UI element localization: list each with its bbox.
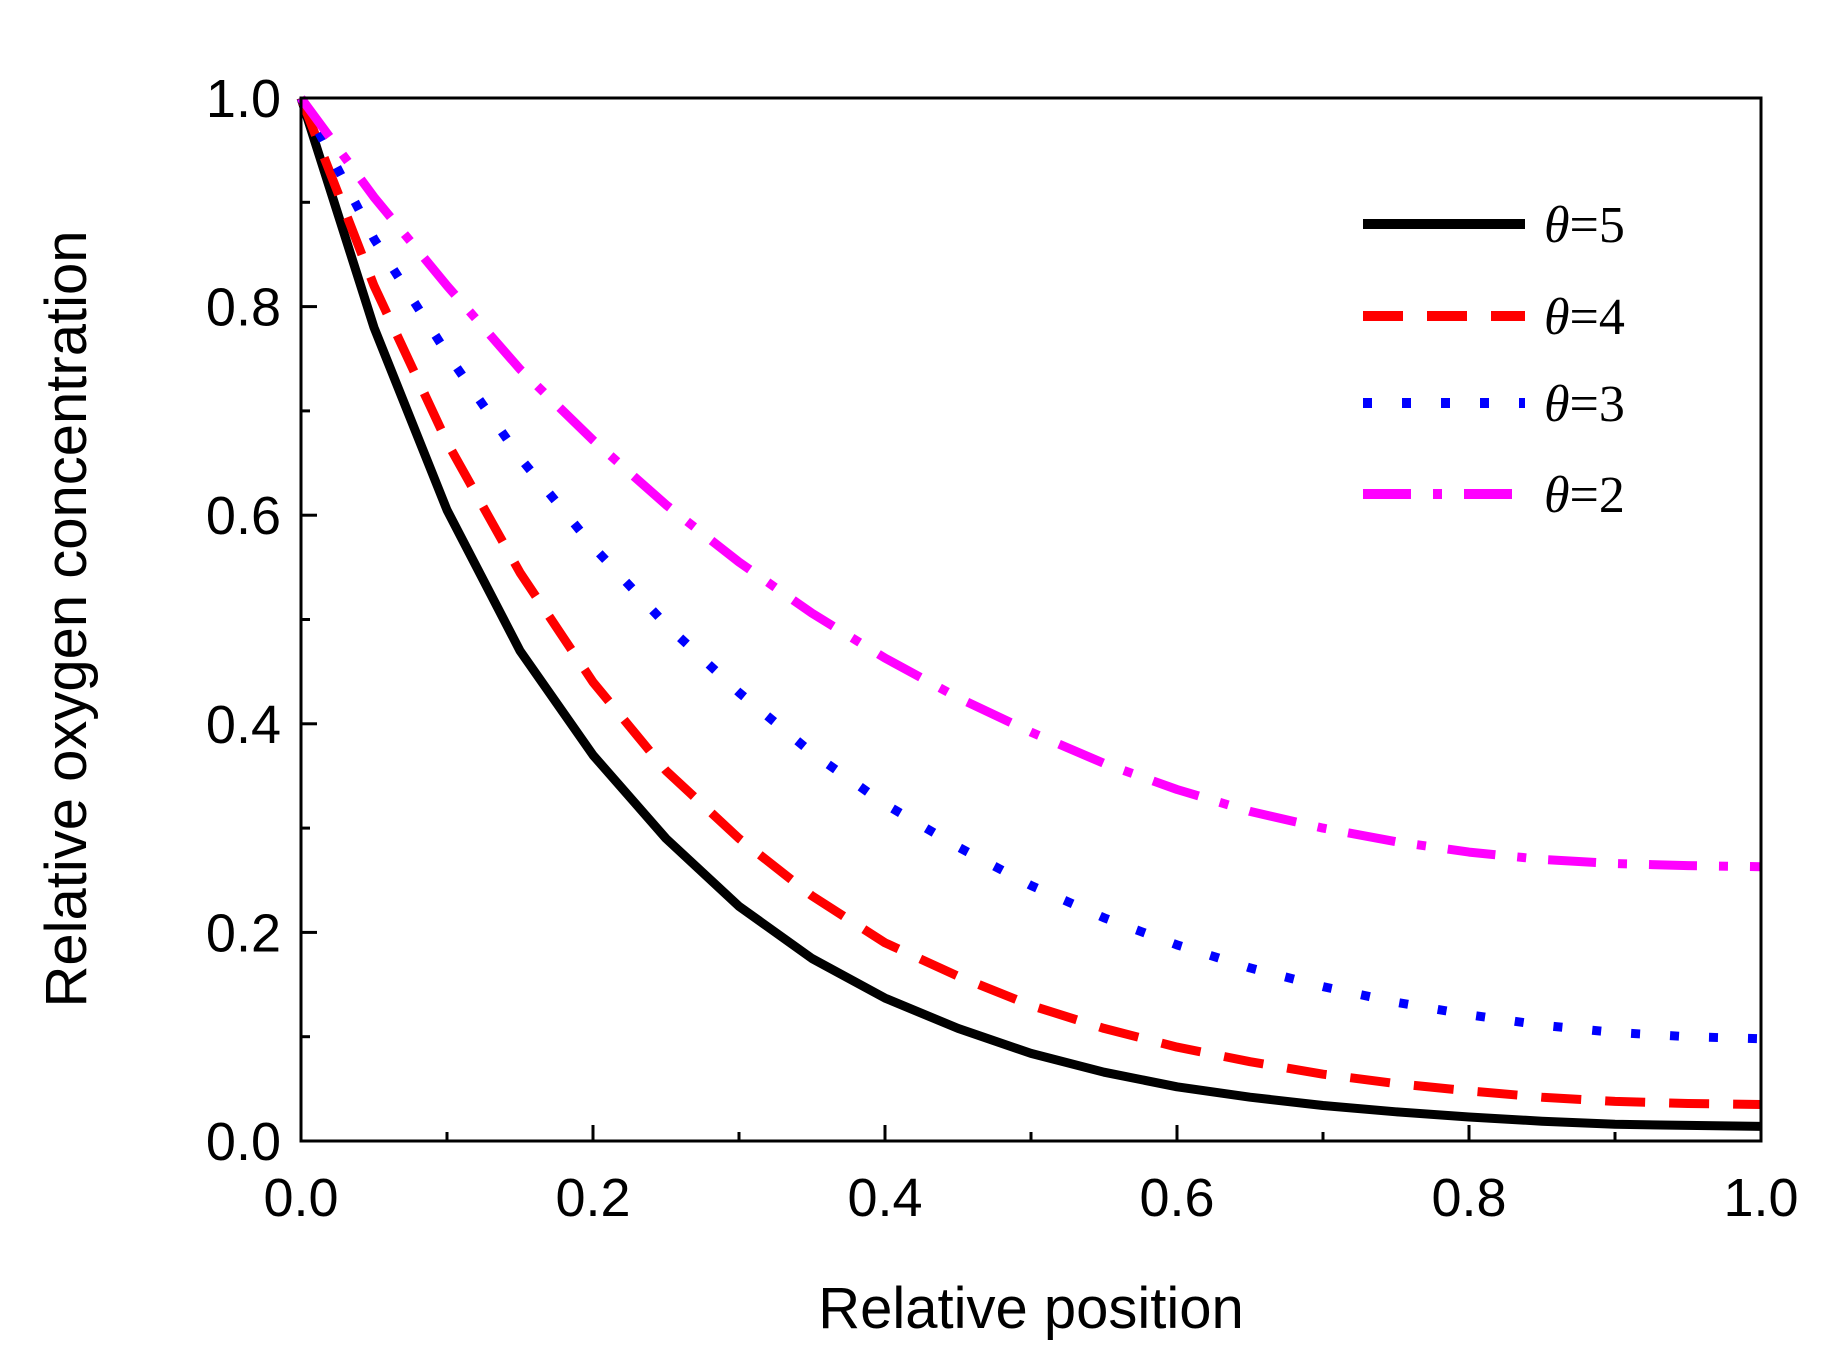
- legend-value: =2: [1570, 467, 1625, 524]
- x-tick-label: 0.2: [555, 1168, 630, 1228]
- y-tick-label: 0.4: [206, 695, 281, 755]
- legend-value: =3: [1570, 376, 1625, 433]
- series-line-theta2: [297, 95, 1762, 872]
- legend-label: θ=3: [1544, 376, 1625, 433]
- legend-theta: θ: [1544, 467, 1570, 524]
- x-tick-label: 1.0: [1723, 1168, 1798, 1228]
- y-tick-label: 0.6: [206, 486, 281, 546]
- series-layer: [296, 95, 1762, 1131]
- plot-frame: [299, 96, 1763, 1143]
- series-line-theta4: [296, 96, 1762, 1109]
- y-tick-label: 0.2: [206, 903, 281, 963]
- x-tick-label: 0.6: [1139, 1168, 1214, 1228]
- legend-value: =4: [1570, 289, 1625, 346]
- x-axis-title: Relative position: [818, 1276, 1244, 1341]
- legend-label: θ=2: [1544, 467, 1625, 524]
- legend: θ=5θ=4θ=3θ=2: [1363, 197, 1625, 524]
- legend-label: θ=5: [1544, 197, 1625, 254]
- ticks-layer: 0.00.0 0.2 0.2 0.4 0.4 0.6 0.6 0.8 0.8 1.0 1.0: [206, 69, 1799, 1228]
- y-tick-label: 0.8: [206, 278, 281, 338]
- series-line-theta5: [296, 96, 1762, 1131]
- series-line-theta3: [297, 95, 1762, 1044]
- legend-label: θ=4: [1544, 289, 1625, 346]
- legend-value: =5: [1570, 197, 1625, 254]
- x-tick-label: 0.4: [847, 1168, 922, 1228]
- x-tick-label: 0.8: [1431, 1168, 1506, 1228]
- x-tick-label: 0.0: [263, 1168, 338, 1228]
- legend-theta: θ: [1544, 376, 1570, 433]
- y-axis-title: Relative oxygen concentration: [34, 230, 99, 1007]
- legend-theta: θ: [1544, 289, 1570, 346]
- y-tick-label: 1.0: [206, 69, 281, 129]
- legend-theta: θ: [1544, 197, 1570, 254]
- y-tick-label: 0.0: [206, 1112, 281, 1172]
